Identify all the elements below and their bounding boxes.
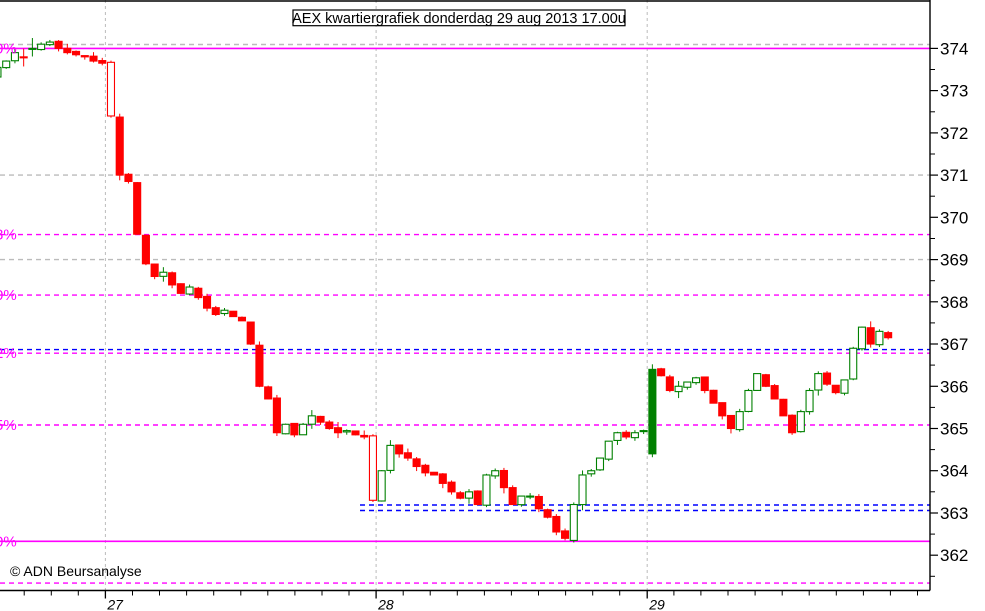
svg-text:AEX kwartiergrafiek donderdag: AEX kwartiergrafiek donderdag 29 aug 201…	[292, 11, 626, 27]
svg-text:5%: 5%	[0, 417, 17, 434]
svg-text:362: 362	[940, 546, 968, 565]
svg-text:367: 367	[940, 335, 968, 354]
svg-text:27: 27	[106, 597, 124, 611]
svg-text:374: 374	[940, 39, 968, 58]
svg-text:363: 363	[940, 504, 968, 523]
svg-text:365: 365	[940, 420, 968, 439]
svg-text:364: 364	[940, 462, 968, 481]
svg-text:2%: 2%	[0, 345, 17, 362]
svg-text:0%: 0%	[0, 287, 17, 304]
svg-text:29: 29	[648, 597, 665, 611]
svg-text:366: 366	[940, 377, 968, 396]
svg-text:370: 370	[940, 208, 968, 227]
svg-text:© ADN Beursanalyse: © ADN Beursanalyse	[10, 563, 142, 579]
svg-text:371: 371	[940, 166, 968, 185]
svg-text:0%: 0%	[0, 40, 17, 57]
svg-text:28: 28	[377, 597, 394, 611]
svg-text:8%: 8%	[0, 227, 17, 244]
svg-text:0%: 0%	[0, 533, 17, 550]
svg-text:373: 373	[940, 82, 968, 101]
svg-text:368: 368	[940, 293, 968, 312]
svg-text:372: 372	[940, 124, 968, 143]
svg-text:369: 369	[940, 251, 968, 270]
